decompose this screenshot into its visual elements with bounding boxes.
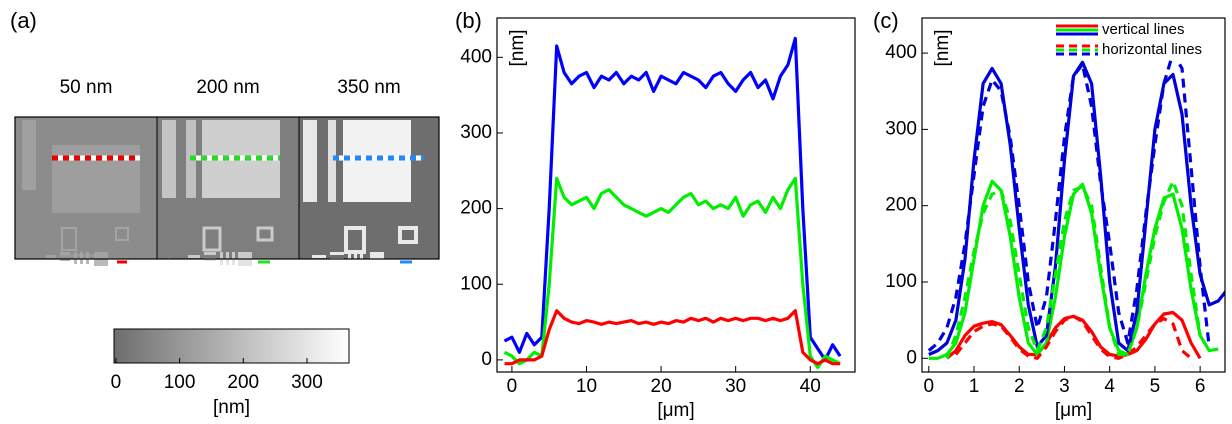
colorbar-tick-label: 200: [227, 372, 259, 393]
x-tick-label: 30: [725, 376, 746, 397]
data-line: [927, 51, 1211, 352]
data-line: [503, 36, 842, 362]
image-title: 200 nm: [196, 77, 259, 98]
x-axis-label: [μm]: [1055, 400, 1092, 421]
x-tick-label: 10: [576, 376, 597, 397]
panel-label: (a): [10, 8, 37, 33]
plot-frame: [496, 17, 856, 373]
panel-label: (b): [455, 8, 482, 33]
data-line: [503, 176, 841, 370]
colorbar: [113, 328, 350, 364]
colorbar-label: [nm]: [213, 397, 250, 418]
data-line: [954, 314, 1193, 360]
y-tick-label: 0: [906, 347, 917, 368]
colorbar-tick-label: 300: [291, 372, 323, 393]
data-line: [928, 179, 1219, 360]
y-tick-label: 100: [885, 271, 917, 292]
y-axis-label: [nm]: [507, 30, 528, 67]
plot-lines: [927, 51, 1225, 360]
y-tick-label: 0: [481, 349, 492, 370]
x-tick-label: 20: [651, 376, 672, 397]
y-axis-label: [nm]: [932, 30, 953, 67]
sample-images: [14, 116, 440, 266]
x-tick-label: 5: [1150, 376, 1161, 397]
plot-lines: [503, 36, 842, 370]
x-tick-label: 1: [969, 376, 980, 397]
y-tick-label: 100: [460, 273, 492, 294]
data-line: [928, 60, 1225, 356]
x-tick-label: 2: [1014, 376, 1025, 397]
x-tick-label: 6: [1195, 376, 1206, 397]
plot-frame: [921, 17, 1226, 373]
colorbar-tick-label: 0: [111, 372, 122, 393]
x-tick-label: 3: [1059, 376, 1070, 397]
x-tick-label: 0: [923, 376, 934, 397]
y-tick-label: 400: [885, 42, 917, 63]
y-tick-label: 200: [885, 195, 917, 216]
x-tick-label: 40: [800, 376, 821, 397]
data-line: [945, 179, 1202, 359]
x-axis-label: [μm]: [657, 400, 694, 421]
colorbar-tick-label: 100: [164, 372, 196, 393]
legend-label: vertical lines: [1102, 21, 1185, 38]
y-tick-label: 200: [460, 198, 492, 219]
y-tick-label: 300: [885, 118, 917, 139]
y-tick-label: 300: [460, 122, 492, 143]
x-tick-label: 4: [1104, 376, 1115, 397]
image-title: 350 nm: [337, 77, 400, 98]
panel-label: (c): [873, 8, 899, 33]
x-tick-label: 0: [507, 376, 518, 397]
y-tick-label: 400: [460, 46, 492, 67]
legend-label: horizontal lines: [1102, 41, 1202, 58]
image-title: 50 nm: [60, 77, 113, 98]
data-line: [504, 309, 841, 366]
